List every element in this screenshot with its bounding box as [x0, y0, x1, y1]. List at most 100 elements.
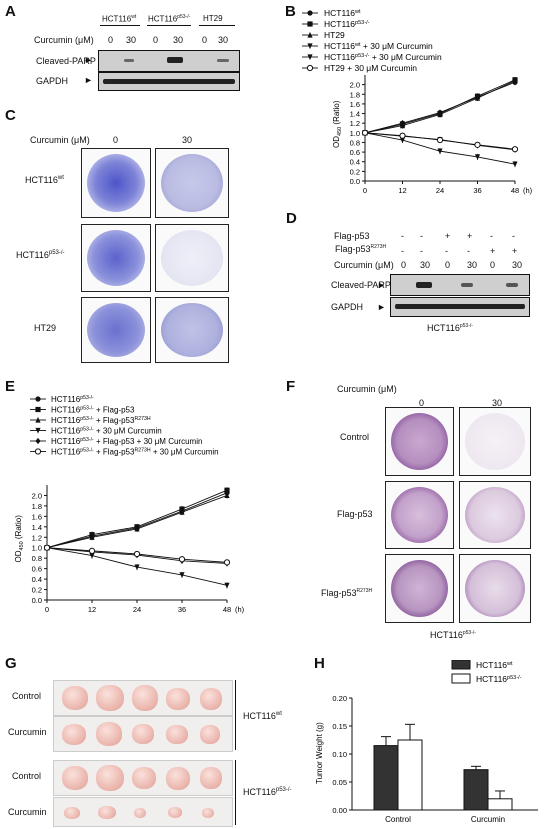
b-series-line-1 — [364, 79, 516, 134]
e-legend-label: HCT116p53-/- + Flag-p53R273H — [51, 416, 151, 425]
e-point — [89, 552, 95, 559]
h-bar — [373, 745, 399, 811]
d-blot-cleaved-parp: Cleaved-PARP — [331, 280, 391, 290]
f-dish-r273h-30 — [459, 554, 531, 623]
c-dish-wt-0 — [81, 148, 151, 218]
d-arrow-2: ► — [377, 302, 386, 312]
a-blot-gapdh — [98, 72, 240, 91]
e-ytick-label: 0.0 — [32, 596, 42, 605]
g-row-control-1: Control — [12, 691, 42, 701]
b-ytick-label: 0.4 — [350, 158, 360, 167]
panel-label-d: D — [286, 210, 297, 227]
e-ytick-label: 0.8 — [32, 554, 42, 563]
b-ytick-label: 1.8 — [350, 90, 360, 99]
d-mark: + — [445, 231, 451, 241]
e-legend-label: HCT116p53-/- + Flag-p53 — [51, 406, 135, 415]
e-ytick-label: 1.0 — [32, 544, 42, 553]
d-cell-label: HCT116p53-/- — [427, 323, 473, 333]
e-point — [134, 525, 140, 532]
d-mark: - — [490, 231, 493, 241]
h-ytick-label: 0.00 — [332, 806, 347, 815]
g-row-curcumin-2: Curcumin — [8, 807, 47, 817]
f-col-0: 0 — [419, 398, 425, 408]
b-ytick-label: 1.4 — [350, 110, 360, 119]
h-bar — [463, 769, 489, 811]
c-dish-ht29-30 — [155, 297, 229, 363]
e-xtick-label: 36 — [178, 605, 186, 614]
e-point — [223, 559, 231, 566]
d-mark: 0 — [401, 260, 407, 270]
b-ytick-label: 1.0 — [350, 129, 360, 138]
e-point — [224, 582, 230, 589]
b-legend-marker — [307, 54, 313, 61]
g-tray-p53-curcumin — [53, 797, 233, 827]
b-point — [437, 111, 443, 118]
b-ytick-label: 2.0 — [350, 81, 360, 90]
g-group-p53: HCT116p53-/- — [243, 787, 292, 797]
g-tray-p53-control — [53, 760, 233, 796]
panel-label-b: B — [285, 3, 296, 20]
e-xtick-label: 12 — [88, 605, 96, 614]
f-dish-p53-0 — [385, 481, 454, 549]
b-point — [361, 129, 369, 136]
panel-label-h: H — [314, 655, 325, 672]
a-dose-6: 30 — [218, 35, 229, 45]
f-dish-ctrl-0 — [385, 407, 454, 476]
d-row-flag-p53r: Flag-p53R273H — [335, 244, 387, 254]
e-series-line-1 — [46, 489, 228, 549]
h-ytick-label: 0.20 — [332, 694, 347, 703]
a-underline-1 — [100, 25, 140, 26]
e-ytick-label: 0.6 — [32, 565, 42, 574]
h-legend-label: HCT116p53-/- — [476, 674, 522, 684]
b-legend-marker — [306, 64, 314, 72]
d-blot-gapdh-label: GAPDH — [331, 302, 364, 312]
h-legend-swatch — [451, 673, 471, 684]
d-mark: - — [401, 231, 404, 241]
b-point — [399, 137, 406, 144]
g-row-curcumin-1: Curcumin — [8, 727, 47, 737]
b-legend-label: HCT116wt + 30 μM Curcumin — [324, 41, 433, 51]
b-legend-marker — [307, 31, 313, 38]
e-ytick-label: 1.2 — [32, 533, 42, 542]
b-point — [436, 136, 444, 144]
a-blot-parp — [98, 50, 240, 72]
e-xunit: (h) — [235, 605, 245, 614]
d-mark: 0 — [445, 260, 451, 270]
b-legend-marker — [307, 43, 313, 50]
g-row-control-2: Control — [12, 771, 42, 781]
h-legend-label: HCT116wt — [476, 660, 513, 670]
panel-label-g: G — [5, 655, 17, 672]
b-point — [512, 77, 518, 84]
h-xtick-label: Curcumin — [471, 815, 505, 824]
e-ytick-label: 0.2 — [32, 586, 42, 595]
b-ytick-label: 0.8 — [350, 138, 360, 147]
e-point — [134, 564, 140, 571]
b-point — [399, 132, 406, 139]
d-mark: - — [420, 246, 423, 256]
a-dose-5: 0 — [202, 35, 208, 45]
e-plot: 0.00.2 0.40.6 0.81.0 1.21.4 1.61.8 2.0 0 12 24 36… — [14, 485, 245, 614]
d-mark: - — [401, 246, 404, 256]
e-legend-label: HCT116p53-/- + Flag-p53R273H + 30 μM Cur… — [51, 448, 219, 457]
a-dose-2: 30 — [126, 35, 137, 45]
b-xtick-label: 24 — [436, 186, 444, 195]
f-col-30: 30 — [492, 398, 503, 408]
c-curcumin-label: Curcumin (μM) — [30, 135, 90, 145]
e-legend-label: HCT116p53-/- + 30 μM Curcumin — [51, 427, 162, 436]
b-xtick-label: 12 — [398, 186, 406, 195]
g-group-wt: HCT116wt — [243, 711, 282, 721]
h-bar — [397, 739, 423, 811]
e-xtick-label: 48 — [223, 605, 231, 614]
h-legend-swatch — [451, 660, 471, 670]
e-legend-marker — [35, 406, 41, 413]
c-row-1: HCT116wt — [25, 175, 64, 185]
e-legend-marker — [35, 396, 41, 402]
f-dish-p53-30 — [459, 481, 531, 549]
e-point — [179, 506, 185, 512]
f-row-control: Control — [340, 432, 370, 442]
b-ytick-label: 1.2 — [350, 119, 360, 128]
e-legend: HCT116p53-/-HCT116p53-/- + Flag-p53HCT11… — [30, 395, 219, 457]
panel-label-c: C — [5, 107, 16, 124]
b-legend-label: HCT116p53-/- — [324, 19, 370, 29]
